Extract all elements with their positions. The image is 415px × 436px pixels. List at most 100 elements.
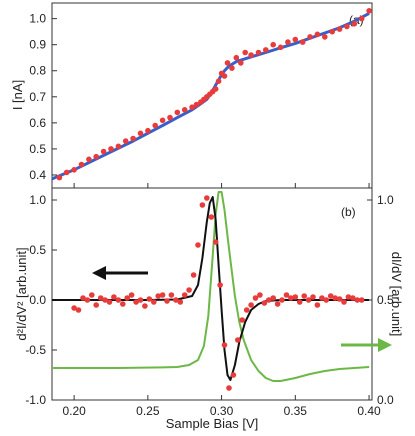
data-point: [195, 242, 201, 248]
data-point: [146, 296, 153, 302]
data-point: [174, 109, 181, 116]
y-tick-label: 1.0: [29, 12, 46, 26]
y-tick-label: 0.6: [29, 116, 46, 130]
data-point: [224, 60, 231, 66]
data-point: [226, 385, 232, 391]
data-point: [221, 342, 228, 348]
data-point: [186, 287, 192, 293]
panel-a-data-points: [56, 8, 372, 181]
panel-b-ylabel-left: d²I/dV² [arb.unit]: [14, 247, 29, 340]
y-tick-label: 0.5: [29, 142, 46, 156]
data-point: [145, 127, 151, 134]
data-point: [217, 282, 223, 288]
data-point: [323, 297, 330, 303]
data-point: [84, 297, 91, 303]
data-point: [307, 34, 313, 40]
x-tick-label: 0.40: [357, 404, 381, 418]
data-point: [257, 292, 263, 298]
data-point: [199, 202, 206, 208]
data-point: [71, 167, 77, 173]
data-point: [296, 299, 303, 305]
data-point: [204, 195, 210, 201]
y-right-tick-label: 1.0: [377, 193, 394, 207]
data-point: [155, 293, 161, 299]
data-point: [221, 73, 228, 79]
data-point: [71, 305, 77, 311]
data-point: [102, 297, 108, 303]
data-point: [261, 300, 268, 306]
data-point: [167, 114, 173, 121]
data-point: [128, 292, 135, 298]
data-point: [229, 65, 235, 71]
panel-b-ticks: 1.0 0.5 0.0 -0.5 -1.0 1.0 0.5 0.0 0.20 0.25 0.30 0.…: [25, 193, 394, 418]
data-point: [270, 295, 277, 301]
panel-b-ylabel-right: dI/dV [arb.unit]: [389, 252, 404, 337]
data-point: [255, 49, 262, 56]
panel-b-didv-curve: [52, 191, 370, 382]
data-point: [212, 86, 219, 92]
x-tick-label: 0.20: [62, 404, 86, 418]
y-tick-label: 0.0: [29, 293, 46, 307]
data-point: [358, 15, 365, 22]
arrow-right-icon: [341, 338, 392, 352]
data-point: [151, 299, 157, 305]
data-point: [266, 297, 272, 303]
fit-line: [52, 196, 370, 381]
data-point: [130, 135, 136, 142]
data-point: [215, 78, 222, 84]
data-point: [124, 295, 130, 301]
y-tick-label: 1.0: [29, 193, 46, 207]
panel-b: (b) d²I/dV² [arb.unit] dI/dV [arb.unit] …: [14, 187, 404, 431]
data-point: [173, 297, 179, 303]
x-tick-label: 0.30: [210, 404, 234, 418]
data-point: [89, 292, 95, 298]
data-point: [190, 272, 197, 278]
y-tick-label: 0.4: [29, 168, 46, 182]
data-point: [310, 294, 316, 300]
data-point: [111, 294, 117, 300]
data-point: [115, 143, 122, 150]
data-point: [177, 299, 184, 305]
data-point: [366, 8, 372, 14]
data-point: [301, 293, 308, 299]
data-point: [100, 148, 107, 155]
arrow-left-icon: [92, 266, 148, 280]
data-point: [354, 297, 361, 303]
data-point: [106, 299, 113, 305]
data-point: [242, 49, 248, 56]
panel-b-label: (b): [341, 205, 356, 219]
data-point: [248, 52, 254, 58]
panel-b-data-points: [71, 195, 365, 391]
data-point: [75, 307, 82, 313]
x-tick-label: 0.25: [136, 404, 160, 418]
data-point: [133, 299, 139, 305]
data-point: [233, 54, 240, 61]
data-point: [358, 297, 365, 303]
data-point: [344, 23, 350, 30]
panel-a-ticks: 0.4 0.5 0.6 0.7 0.8 0.9 1.0: [29, 12, 370, 188]
data-point: [305, 297, 312, 303]
data-point: [314, 31, 321, 38]
data-point: [152, 122, 158, 129]
data-point: [292, 36, 299, 43]
data-point: [235, 337, 241, 343]
data-point: [341, 299, 347, 305]
data-point: [336, 26, 343, 32]
data-point: [345, 294, 352, 300]
data-point: [329, 28, 336, 35]
data-point: [288, 295, 294, 301]
data-point: [299, 39, 306, 45]
data-point: [80, 295, 86, 301]
x-tick-label: 0.35: [284, 404, 308, 418]
data-point: [189, 104, 195, 110]
y-tick-label: 0.8: [29, 64, 46, 78]
data-point: [63, 169, 70, 176]
data-point: [285, 39, 291, 45]
data-point: [193, 101, 200, 108]
data-point: [327, 293, 334, 299]
data-point: [243, 307, 250, 313]
y-tick-label: 0.9: [29, 38, 46, 52]
data-point: [142, 303, 148, 309]
data-point: [168, 292, 175, 298]
data-point: [319, 295, 325, 301]
